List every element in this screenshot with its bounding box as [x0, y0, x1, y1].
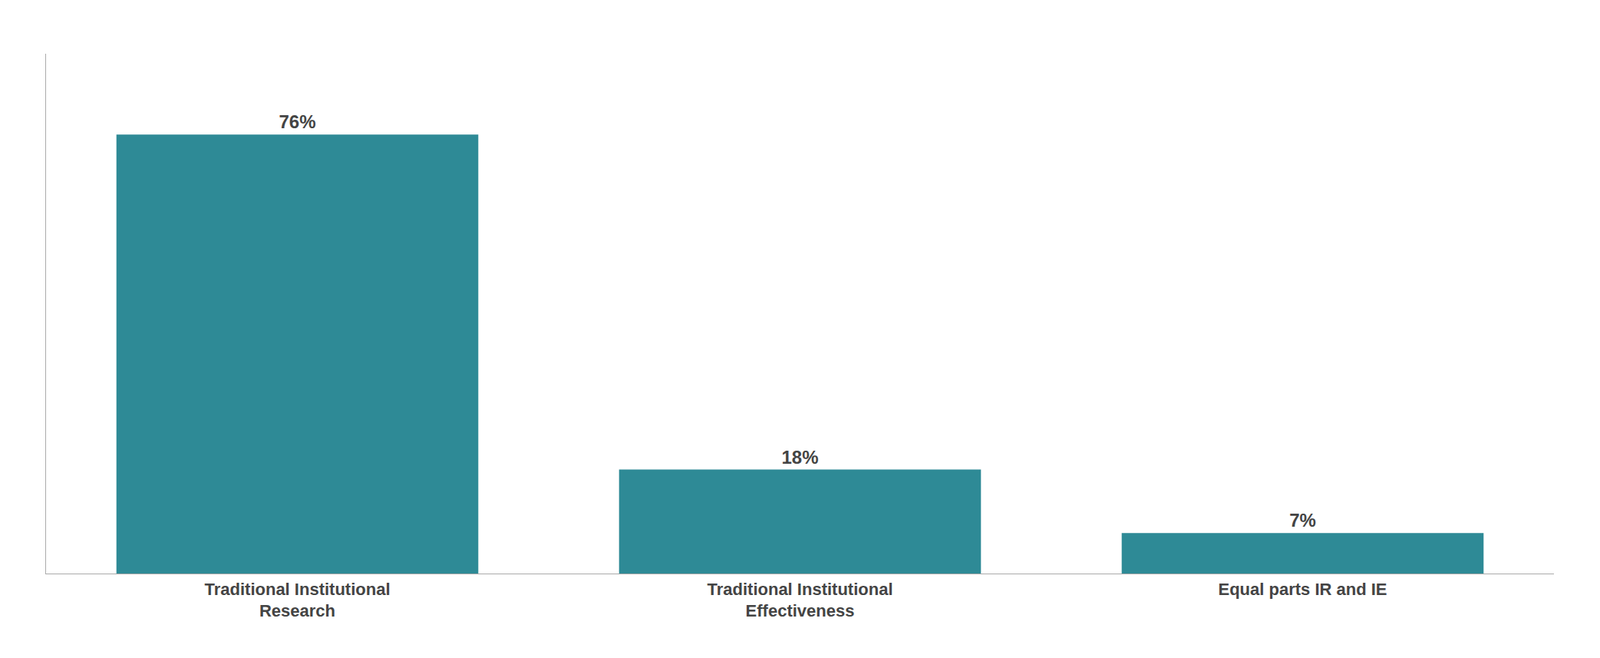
svg-text:18%: 18% — [781, 446, 819, 468]
svg-text:Equal parts IR and IE: Equal parts IR and IE — [1217, 579, 1387, 599]
svg-text:76%: 76% — [278, 111, 316, 132]
svg-text:7%: 7% — [1289, 509, 1317, 531]
svg-text:Traditional InstitutionalEffec: Traditional InstitutionalEffectiveness — [707, 579, 894, 621]
svg-text:Traditional InstitutionalResea: Traditional InstitutionalResearch — [204, 579, 391, 621]
